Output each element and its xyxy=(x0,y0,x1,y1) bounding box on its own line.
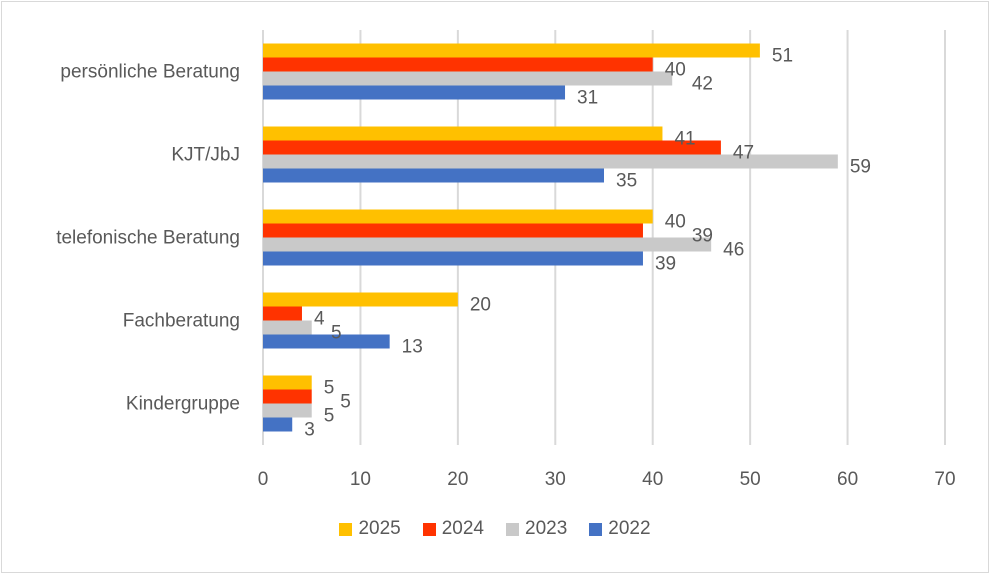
x-tick-label: 40 xyxy=(642,469,663,490)
legend-item-2024: 2024 xyxy=(422,518,484,540)
data-label: 3 xyxy=(304,420,315,441)
bar-2023 xyxy=(263,71,673,86)
legend-swatch xyxy=(339,522,353,536)
legend-label: 2022 xyxy=(608,518,651,539)
bar-2024 xyxy=(263,140,721,155)
data-label: 5 xyxy=(324,406,335,427)
data-label: 39 xyxy=(655,254,676,275)
bar-2025 xyxy=(263,292,458,307)
legend-item-2025: 2025 xyxy=(339,518,401,540)
bar-2022 xyxy=(263,168,604,183)
data-label: 20 xyxy=(470,295,491,316)
bar-2023 xyxy=(263,403,312,418)
bar-2025 xyxy=(263,126,663,141)
legend-item-2022: 2022 xyxy=(589,518,651,540)
data-label: 31 xyxy=(577,88,598,109)
x-tick-label: 50 xyxy=(740,469,761,490)
data-label: 39 xyxy=(692,226,713,247)
data-label: 59 xyxy=(850,157,871,178)
data-label: 51 xyxy=(772,46,793,67)
bar-2025 xyxy=(263,209,653,224)
legend: 2025 2024 2023 2022 xyxy=(0,518,990,540)
category-label: persönliche Beratung xyxy=(60,62,240,83)
x-tick-label: 20 xyxy=(447,469,468,490)
bar-2023 xyxy=(263,237,712,252)
category-label: telefonische Beratung xyxy=(56,228,240,249)
bar-2022 xyxy=(263,417,293,432)
bar-2025 xyxy=(263,375,312,390)
bar-2024 xyxy=(263,57,653,72)
data-label: 4 xyxy=(314,309,325,330)
data-label: 42 xyxy=(692,74,713,95)
category-label: Kindergruppe xyxy=(126,394,240,415)
legend-swatch xyxy=(589,522,603,536)
legend-swatch xyxy=(422,522,436,536)
bar-2025 xyxy=(263,43,760,58)
data-label: 40 xyxy=(665,60,686,81)
bar-2024 xyxy=(263,223,643,238)
data-label: 40 xyxy=(665,212,686,233)
bar-2023 xyxy=(263,320,312,335)
data-label: 46 xyxy=(723,240,744,261)
legend-swatch xyxy=(506,522,519,536)
data-label: 5 xyxy=(331,323,342,344)
bar-2024 xyxy=(263,306,302,321)
x-tick-label: 30 xyxy=(545,469,566,490)
bar-2022 xyxy=(263,334,390,349)
x-tick-label: 60 xyxy=(837,469,858,490)
legend-label: 2024 xyxy=(441,518,484,539)
data-label: 41 xyxy=(674,129,695,150)
category-label: KJT/JbJ xyxy=(171,145,240,166)
bar-2023 xyxy=(263,154,838,169)
x-tick-label: 0 xyxy=(258,469,269,490)
legend-label: 2023 xyxy=(525,518,568,539)
data-label: 35 xyxy=(616,171,637,192)
legend-item-2023: 2023 xyxy=(506,518,567,540)
legend-label: 2025 xyxy=(358,518,401,539)
x-tick-label: 70 xyxy=(934,469,955,490)
bar-2022 xyxy=(263,85,566,100)
category-label: Fachberatung xyxy=(123,311,240,332)
data-label: 5 xyxy=(340,392,351,413)
data-label: 13 xyxy=(402,337,423,358)
x-tick-label: 10 xyxy=(350,469,371,490)
bar-2024 xyxy=(263,389,312,404)
bar-2022 xyxy=(263,251,643,266)
data-label: 5 xyxy=(324,378,335,399)
data-label: 47 xyxy=(733,143,754,164)
